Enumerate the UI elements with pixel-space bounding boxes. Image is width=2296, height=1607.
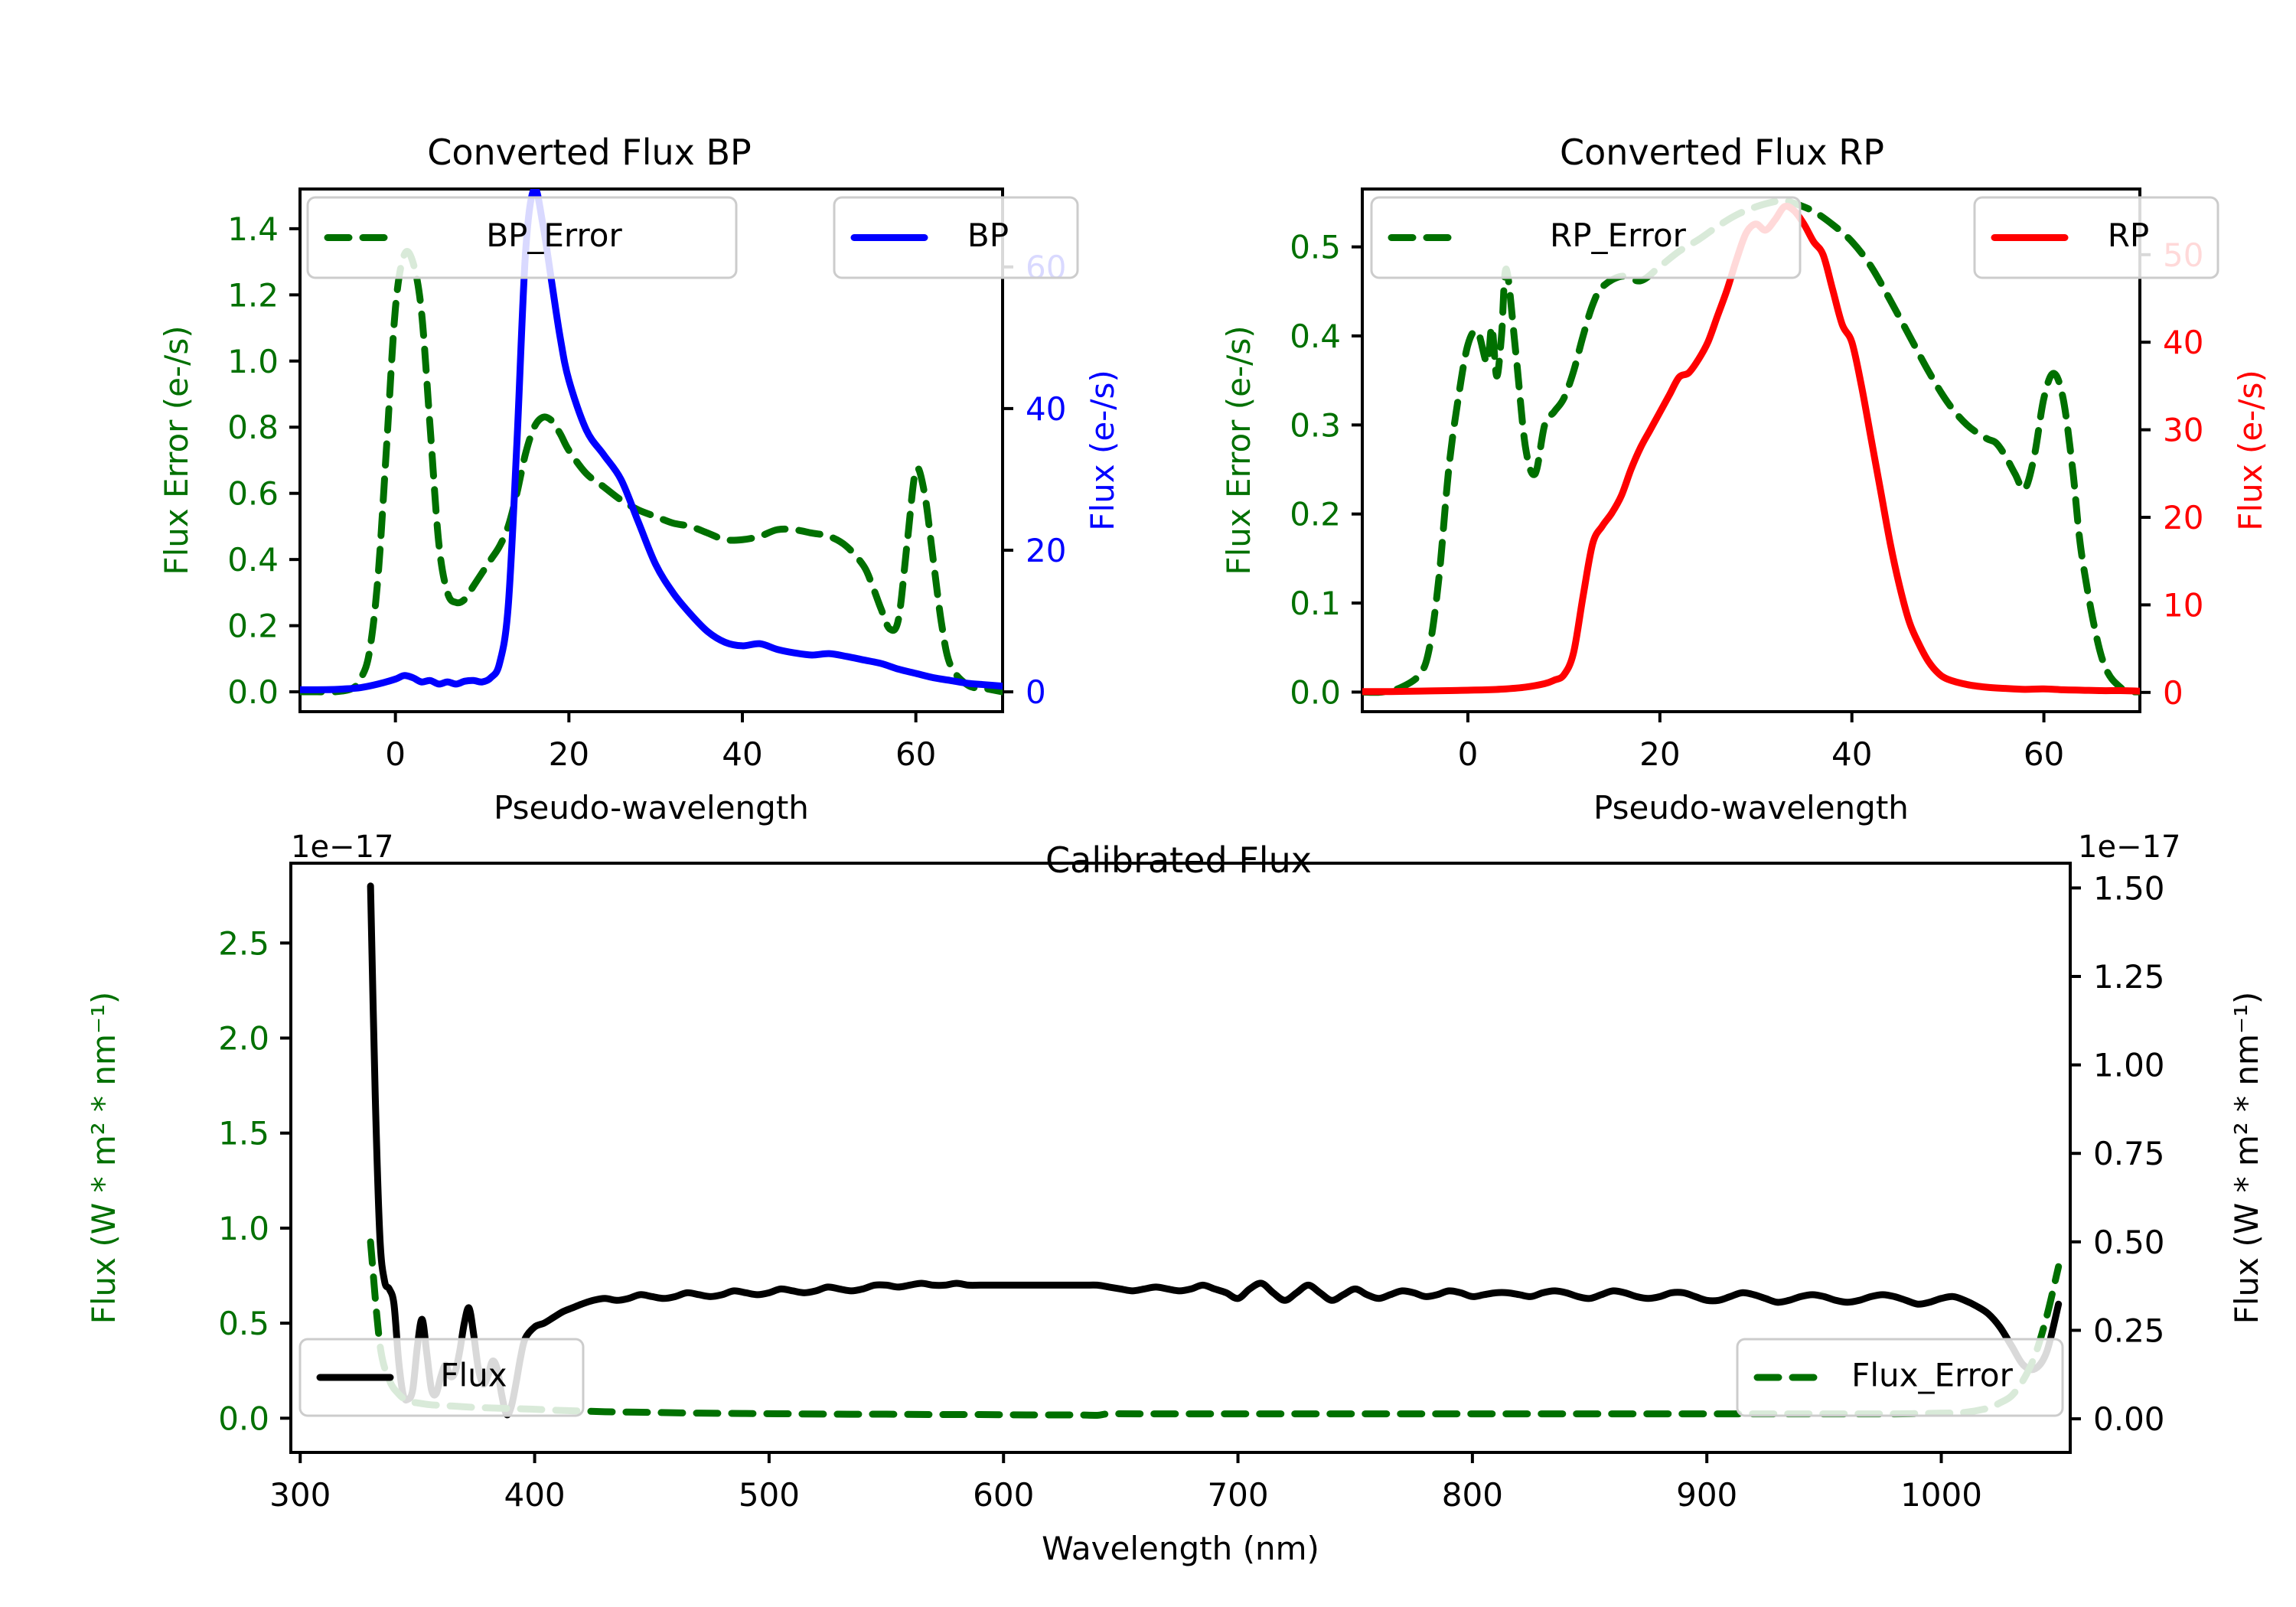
y-right-tick-label: 0.25 <box>2093 1312 2165 1349</box>
bp-legend-label: BP <box>967 217 1009 254</box>
y-left-tick-label: 1.0 <box>227 343 279 380</box>
x-tick-label: 20 <box>549 735 589 773</box>
y-left-tick-label: 0.1 <box>1290 585 1341 622</box>
x-tick-label: 20 <box>1639 735 1680 773</box>
bp-legend-box <box>833 196 1079 279</box>
plot-frame <box>289 862 2072 1454</box>
x-tick-label: 60 <box>2024 735 2064 773</box>
y-right-tick-label: 0.50 <box>2093 1224 2165 1261</box>
y-left-tick-label: 0.3 <box>1290 406 1341 444</box>
y-left-tick-label: 2.0 <box>218 1020 269 1058</box>
x-tick-label: 40 <box>722 735 762 773</box>
calibrated-title: Calibrated Flux <box>1045 839 1312 881</box>
plot-frame <box>298 187 1004 713</box>
y-left-tick-label: 0.4 <box>1290 318 1341 355</box>
y-right-tick-label: 40 <box>1026 390 1066 428</box>
y-left-axis-label: Flux (W * m² * nm⁻¹) <box>85 992 122 1325</box>
y-left-tick-label: 0.5 <box>218 1305 269 1342</box>
right-offset-exponent: 1e−17 <box>2078 830 2180 865</box>
series-rp <box>1362 202 2140 696</box>
y-left-axis-label: Flux Error (e-/s) <box>1220 325 1257 575</box>
x-tick-label: 500 <box>739 1476 800 1514</box>
y-right-tick-label: 40 <box>2163 324 2203 361</box>
y-left-tick-label: 2.5 <box>218 924 269 962</box>
bp-title: Converted Flux BP <box>427 132 752 173</box>
y-right-tick-label: 0.00 <box>2093 1400 2165 1438</box>
plot-frame <box>1361 187 2141 713</box>
x-tick-label: 400 <box>504 1476 565 1514</box>
x-tick-label: 1000 <box>1900 1476 1982 1514</box>
panel-calibrated-flux: Calibrated Flux 1e−17 1e−17 300 400 500 600… <box>0 826 2296 1607</box>
x-tick-label: 0 <box>1458 735 1479 773</box>
y-left-tick-label: 0.0 <box>218 1400 269 1437</box>
rp-legend-box <box>1973 196 2219 279</box>
y-right-tick-label: 0 <box>2163 674 2183 712</box>
y-right-tick-label: 1.00 <box>2093 1047 2165 1084</box>
left-offset-exponent: 1e−17 <box>291 830 393 865</box>
y-left-tick-label: 0.8 <box>227 409 279 446</box>
x-axis-label: Pseudo-wavelength <box>494 789 809 826</box>
y-right-tick-label: 20 <box>2163 499 2203 536</box>
bp-error-legend-label: BP_Error <box>486 217 622 254</box>
y-right-tick-label: 10 <box>2163 586 2203 624</box>
y-left-tick-label: 1.2 <box>227 276 279 314</box>
flux-legend-box <box>298 1338 585 1417</box>
y-left-tick-label: 0.4 <box>227 541 279 579</box>
y-left-axis-label: Flux Error (e-/s) <box>158 325 195 575</box>
x-axis-label: Pseudo-wavelength <box>1593 789 1909 826</box>
series-rp_error <box>1362 197 2140 696</box>
bp-error-legend-box <box>306 196 738 279</box>
rp-error-legend-box <box>1370 196 1802 279</box>
flux-error-legend-label: Flux_Error <box>1851 1357 2013 1394</box>
rp-title: Converted Flux RP <box>1560 132 1884 173</box>
series-bp_error <box>300 248 1003 696</box>
y-right-axis-label: Flux (e-/s) <box>1084 370 1121 530</box>
x-tick-label: 60 <box>895 735 936 773</box>
y-left-tick-label: 0.2 <box>227 608 279 645</box>
y-left-tick-label: 1.5 <box>218 1115 269 1152</box>
y-left-tick-label: 0.0 <box>227 673 279 711</box>
y-right-axis-label: Flux (e-/s) <box>2232 370 2269 530</box>
x-tick-label: 40 <box>1831 735 1872 773</box>
panel-converted-flux-bp: Converted Flux BP 0 20 40 60 Pseudo-waveleng… <box>0 0 1148 826</box>
rp-legend-label: RP <box>2108 217 2150 254</box>
panel-converted-flux-rp: Converted Flux RP 0 20 40 60 Pseudo-waveleng… <box>1148 0 2296 826</box>
x-axis-label: Wavelength (nm) <box>1042 1530 1319 1567</box>
y-left-tick-label: 0.6 <box>227 475 279 513</box>
x-tick-label: 800 <box>1442 1476 1503 1514</box>
flux-error-legend-box <box>1736 1338 2064 1417</box>
y-right-tick-label: 30 <box>2163 412 2203 449</box>
y-right-tick-label: 0 <box>1026 673 1046 711</box>
y-left-tick-label: 0.5 <box>1290 229 1341 266</box>
flux-legend-label: Flux <box>440 1357 507 1394</box>
y-left-tick-label: 1.4 <box>227 210 279 248</box>
y-right-tick-label: 0.75 <box>2093 1135 2165 1172</box>
rp-error-legend-label: RP_Error <box>1550 217 1687 254</box>
series-bp <box>300 189 1003 693</box>
y-right-tick-label: 20 <box>1026 532 1066 569</box>
x-tick-label: 600 <box>973 1476 1034 1514</box>
x-tick-label: 300 <box>269 1476 331 1514</box>
y-right-tick-label: 1.25 <box>2093 958 2165 996</box>
x-tick-label: 900 <box>1676 1476 1737 1514</box>
y-left-tick-label: 1.0 <box>218 1210 269 1247</box>
x-tick-label: 700 <box>1207 1476 1268 1514</box>
series-flux <box>367 882 2063 1419</box>
y-right-axis-label: Flux (W * m² * nm⁻¹) <box>2228 992 2265 1325</box>
y-left-tick-label: 0.0 <box>1290 673 1341 711</box>
y-left-tick-label: 0.2 <box>1290 496 1341 533</box>
y-right-tick-label: 1.50 <box>2093 869 2165 907</box>
x-tick-label: 0 <box>385 735 406 773</box>
